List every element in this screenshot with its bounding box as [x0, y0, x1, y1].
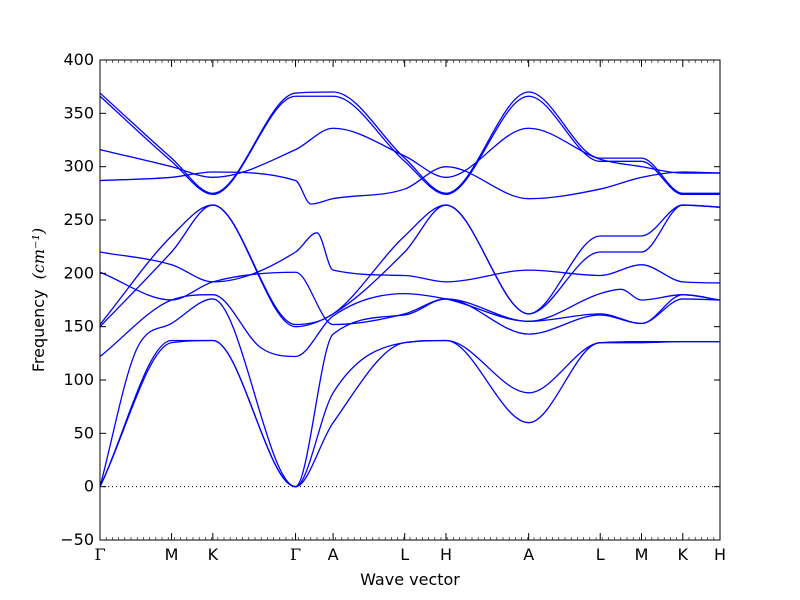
- branch-line-1: [99, 339, 720, 488]
- x-tick-label: L: [596, 545, 605, 564]
- x-tick-label: M: [165, 545, 179, 564]
- x-axis-label: Wave vector: [360, 570, 460, 589]
- y-tick-label: 50: [74, 423, 94, 442]
- y-tick-label: −50: [60, 530, 94, 549]
- x-tick-label: M: [635, 545, 649, 564]
- y-tick-label: 400: [63, 50, 94, 69]
- branch-line-7: [99, 232, 721, 284]
- branch-line-5: [99, 204, 721, 328]
- x-tick-label: A: [328, 545, 339, 564]
- y-tick-label: 250: [63, 210, 94, 229]
- branch-line-12: [99, 91, 720, 194]
- x-tick-label: K: [208, 545, 219, 564]
- branch-line-11: [99, 95, 720, 196]
- x-tick-label: K: [678, 545, 689, 564]
- y-tick-label: 300: [63, 157, 94, 176]
- y-axis-label: Frequency (cm⁻¹): [29, 228, 48, 372]
- y-tick-label: 100: [63, 370, 94, 389]
- x-tick-label: H: [714, 545, 726, 564]
- branch-line-8: [99, 271, 721, 326]
- branch-line-6: [99, 204, 721, 326]
- y-tick-label: 150: [63, 317, 94, 336]
- y-axis-label-text: Frequency: [29, 289, 48, 372]
- series-layer: [99, 91, 721, 488]
- plot-frame: [99, 59, 721, 541]
- y-tick-label: 350: [63, 103, 94, 122]
- branch-line-9: [99, 166, 721, 205]
- x-tick-label: Γ: [94, 545, 105, 564]
- plot-border: [99, 59, 721, 541]
- branch-line-10: [99, 127, 721, 178]
- x-tick-label: Γ: [290, 545, 301, 564]
- x-tick-label: L: [400, 545, 409, 564]
- y-axis-unit: (cm⁻¹): [29, 228, 48, 279]
- y-axis: −50 0 50 100 150 200 250 300 350 400: [60, 50, 720, 549]
- y-tick-label: 200: [63, 263, 94, 282]
- y-tick-label: 0: [84, 477, 94, 496]
- x-tick-label: H: [440, 545, 452, 564]
- branch-line-3: [99, 298, 721, 488]
- branch-line-4: [99, 288, 721, 358]
- x-tick-label: A: [523, 545, 534, 564]
- branch-line-2: [99, 339, 720, 488]
